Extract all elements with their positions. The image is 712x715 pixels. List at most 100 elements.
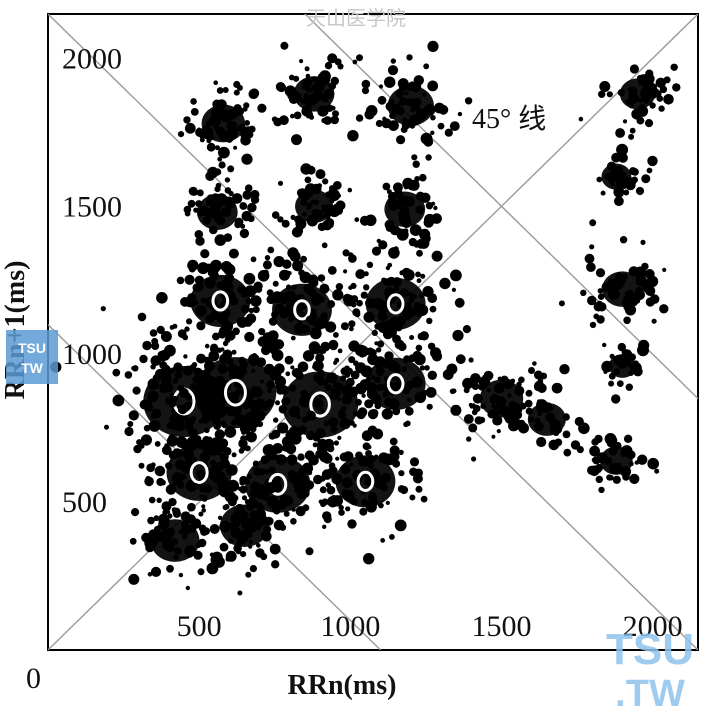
data-point xyxy=(342,464,348,470)
data-point xyxy=(330,426,338,433)
data-point xyxy=(288,74,295,81)
data-point xyxy=(463,414,474,424)
data-point xyxy=(446,363,458,375)
data-point xyxy=(407,81,418,91)
data-point xyxy=(371,329,378,336)
data-point xyxy=(273,256,285,268)
data-point xyxy=(622,273,628,280)
data-point xyxy=(201,495,208,502)
data-point xyxy=(328,187,338,198)
data-point xyxy=(451,287,456,292)
data-point xyxy=(655,77,666,89)
data-point xyxy=(174,371,183,380)
data-point xyxy=(245,313,257,324)
data-point xyxy=(190,108,199,116)
data-point xyxy=(219,452,229,462)
data-point xyxy=(420,495,428,503)
data-point xyxy=(166,422,174,430)
data-point xyxy=(323,116,332,125)
data-point xyxy=(533,370,543,380)
data-point xyxy=(345,377,355,387)
data-point xyxy=(338,504,344,511)
data-point xyxy=(210,109,218,116)
data-point xyxy=(227,165,235,173)
data-point xyxy=(213,124,220,131)
data-point xyxy=(290,113,295,119)
data-point xyxy=(551,382,563,394)
data-point xyxy=(617,342,626,352)
data-point xyxy=(266,289,274,297)
data-point xyxy=(156,292,168,304)
data-point xyxy=(250,195,260,204)
data-point xyxy=(640,239,646,245)
data-point xyxy=(260,553,268,561)
data-point xyxy=(203,484,213,493)
data-point xyxy=(349,326,354,332)
data-point xyxy=(608,177,615,184)
data-point xyxy=(147,516,155,525)
data-point xyxy=(323,211,331,219)
data-point xyxy=(260,455,270,465)
data-point xyxy=(391,398,398,404)
data-point xyxy=(439,277,451,290)
data-point xyxy=(209,524,220,534)
data-point xyxy=(361,79,371,89)
data-point xyxy=(264,255,271,261)
data-point xyxy=(241,421,252,432)
data-point xyxy=(241,495,248,501)
data-point xyxy=(584,253,595,264)
data-point xyxy=(273,519,285,531)
data-point xyxy=(382,182,391,191)
data-point xyxy=(404,312,412,321)
data-point xyxy=(329,198,335,204)
data-point xyxy=(282,259,292,269)
data-point xyxy=(286,284,292,290)
data-point xyxy=(156,497,162,503)
data-point xyxy=(631,168,639,176)
data-point xyxy=(150,355,162,367)
data-point xyxy=(273,507,281,515)
data-point xyxy=(662,267,667,272)
data-point xyxy=(310,199,315,204)
data-point xyxy=(640,88,651,100)
data-point xyxy=(303,283,314,294)
data-point xyxy=(628,266,639,277)
watermark-logo: TSU .TW xyxy=(606,625,694,715)
data-point xyxy=(339,418,351,430)
data-point xyxy=(638,339,650,351)
data-point xyxy=(374,477,386,489)
data-point xyxy=(131,507,140,517)
data-point xyxy=(237,590,243,596)
data-point xyxy=(277,422,289,434)
data-point xyxy=(302,504,310,512)
data-point xyxy=(482,374,490,382)
logo-text-line1: TSU xyxy=(606,625,694,674)
data-point xyxy=(365,105,378,117)
data-point xyxy=(304,66,310,72)
data-point xyxy=(637,454,648,465)
data-point xyxy=(177,404,188,415)
data-point xyxy=(427,80,439,92)
data-point xyxy=(251,368,256,374)
data-point xyxy=(315,169,326,180)
data-point xyxy=(193,367,203,377)
data-point xyxy=(644,119,654,128)
data-point xyxy=(328,339,339,350)
data-point xyxy=(359,456,370,467)
data-point xyxy=(611,394,621,404)
data-point xyxy=(216,87,224,94)
data-point xyxy=(234,366,246,377)
data-point xyxy=(233,145,238,150)
data-point xyxy=(140,434,152,446)
data-point xyxy=(213,416,221,424)
data-point xyxy=(449,121,460,131)
x-tick-label: 1500 xyxy=(471,610,531,643)
data-point xyxy=(549,417,558,426)
x-tick-label: 1000 xyxy=(320,610,380,643)
data-point xyxy=(361,87,370,95)
data-point xyxy=(158,518,170,530)
data-point xyxy=(510,378,516,384)
data-point xyxy=(596,315,605,324)
data-point xyxy=(267,502,273,508)
data-point xyxy=(234,221,242,229)
